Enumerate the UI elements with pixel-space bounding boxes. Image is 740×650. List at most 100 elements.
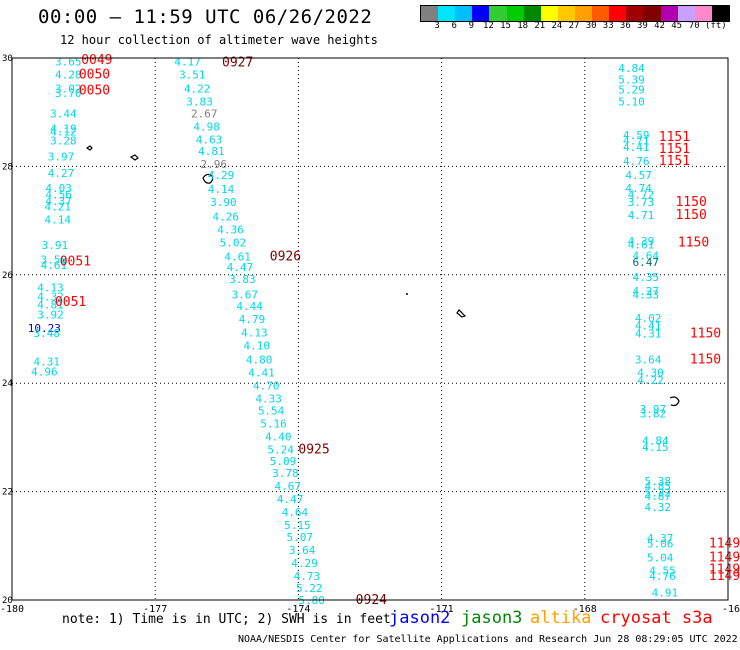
swh-value: 4.29: [291, 557, 318, 570]
island-dot: [406, 293, 408, 295]
swh-value: 3.58: [41, 254, 68, 267]
swh-value: 4.76: [649, 570, 676, 583]
swh-value: 3.83: [229, 273, 256, 286]
swh-value: 3.97: [640, 403, 667, 416]
time-label: 1151: [659, 142, 690, 157]
legend-jason2: jason2: [389, 608, 451, 628]
time-label: 1149: [709, 537, 740, 552]
colorbar-swatch: [643, 6, 661, 21]
swh-value: 4.33: [633, 288, 660, 301]
swh-value: 4.02: [635, 312, 662, 325]
swh-value: 3.78: [272, 467, 299, 480]
swh-value: 3.92: [37, 308, 64, 321]
colorbar-swatch: [609, 6, 627, 21]
colorbar-tick-label: 70 (ft): [688, 21, 727, 31]
x-tick-label: -174: [286, 604, 310, 615]
time-label: 1151: [659, 130, 690, 145]
x-tick-label: -171: [430, 604, 454, 615]
swh-value: 4.17: [174, 55, 201, 68]
swh-value: 4.27: [633, 285, 660, 298]
swh-value: 4.73: [294, 570, 321, 583]
swh-value: 4.74: [625, 182, 652, 195]
colorbar-tick-label: 33: [602, 21, 614, 31]
swh-value: 3.02: [55, 82, 82, 95]
swh-value: 5.29: [618, 83, 645, 96]
swh-value: 4.13: [241, 326, 268, 339]
swh-value: 4.28: [55, 68, 82, 81]
swh-value: 4.61: [224, 250, 251, 263]
colorbar-swatch: [660, 6, 678, 21]
colorbar-swatch: [677, 6, 695, 21]
swh-value: 4.61: [41, 259, 68, 272]
swh-value: 2.96: [201, 158, 228, 171]
swh-value: 4.80: [246, 353, 272, 366]
time-label: 1149: [709, 569, 740, 584]
swh-value: 3.82: [640, 408, 667, 421]
swh-value: 4.22: [184, 82, 211, 95]
swh-value: 4.71: [623, 134, 650, 147]
swh-value: 5.39: [618, 74, 645, 87]
credit-line: NOAA/NESDIS Center for Satellite Applica…: [238, 634, 738, 645]
swh-value: 4.76: [623, 155, 650, 168]
colorbar: [420, 5, 730, 22]
swh-value: 3.48: [33, 327, 60, 340]
swh-value: 4.57: [625, 169, 652, 182]
swh-value: 4.64: [282, 506, 309, 519]
time-label: 0927: [222, 55, 253, 70]
colorbar-tick-label: 39: [637, 21, 648, 31]
time-label: 1150: [675, 195, 706, 210]
swh-value: 4.13: [37, 281, 64, 294]
swh-value: 3.44: [50, 107, 77, 120]
swh-value: 4.40: [265, 430, 292, 443]
legend-cryosat-s3a: cryosat s3a: [600, 608, 713, 628]
swh-value: 3.91: [42, 239, 69, 252]
colorbar-tick-label: 21: [534, 21, 546, 31]
swh-value: 4.39: [628, 235, 655, 248]
swh-value: 4.21: [44, 201, 70, 214]
colorbar-tick-label: 45: [671, 21, 683, 31]
x-tick-label: -180: [0, 604, 24, 615]
swh-value: 4.15: [642, 441, 669, 454]
time-label: 1149: [709, 563, 740, 578]
time-label: 1149: [709, 551, 740, 566]
swh-value: 4.14: [208, 183, 235, 196]
swh-value: 5.10: [618, 95, 645, 108]
y-tick-label: 30: [2, 54, 13, 64]
swh-value: 5.07: [286, 531, 313, 544]
swh-value: 3.73: [628, 196, 655, 209]
colorbar-swatch: [574, 6, 593, 21]
swh-value: 4.67: [275, 480, 302, 493]
footer-note: note: 1) Time is in UTC; 2) SWH is in fe…: [62, 612, 391, 627]
swh-value: 4.64: [633, 249, 660, 262]
swh-value: 4.19: [50, 122, 77, 135]
swh-value: 4.81: [37, 299, 64, 312]
swh-value: 4.35: [633, 271, 660, 284]
swh-value: 4.87: [644, 490, 671, 503]
y-tick-label: 24: [2, 379, 13, 389]
colorbar-swatch: [506, 6, 524, 21]
swh-value: 2.67: [191, 107, 218, 120]
colorbar-tick-label: 9: [468, 21, 475, 31]
swh-value: 5.24: [267, 443, 294, 456]
colorbar-swatch: [626, 6, 644, 21]
swh-value: 3.65: [55, 55, 82, 68]
swh-value: 4.31: [635, 327, 662, 340]
x-tick-label: -16: [722, 604, 740, 615]
swh-value: 4.72: [628, 189, 655, 202]
island-shape: [129, 154, 139, 161]
swh-value: 4.29: [208, 169, 235, 182]
map-grid: [12, 58, 728, 600]
time-label: 0050: [79, 67, 110, 82]
swh-value: 4.41: [623, 141, 650, 154]
colorbar-swatch: [540, 6, 558, 21]
colorbar-ticks: 3 6 9 12 15 18 21 24 27 30 33 36 39 42 45 70 (ft): [420, 21, 740, 33]
colorbar-tick-label: 27: [568, 21, 580, 31]
swh-value: 3.67: [232, 288, 259, 301]
swh-value: 4.55: [649, 565, 676, 578]
map-subtitle: 12 hour collection of altimeter wave hei…: [60, 33, 378, 47]
island-shape: [202, 173, 214, 184]
swh-value: 4.10: [244, 339, 270, 352]
swh-value: 4.31: [33, 356, 60, 369]
time-label: 0050: [79, 84, 110, 99]
